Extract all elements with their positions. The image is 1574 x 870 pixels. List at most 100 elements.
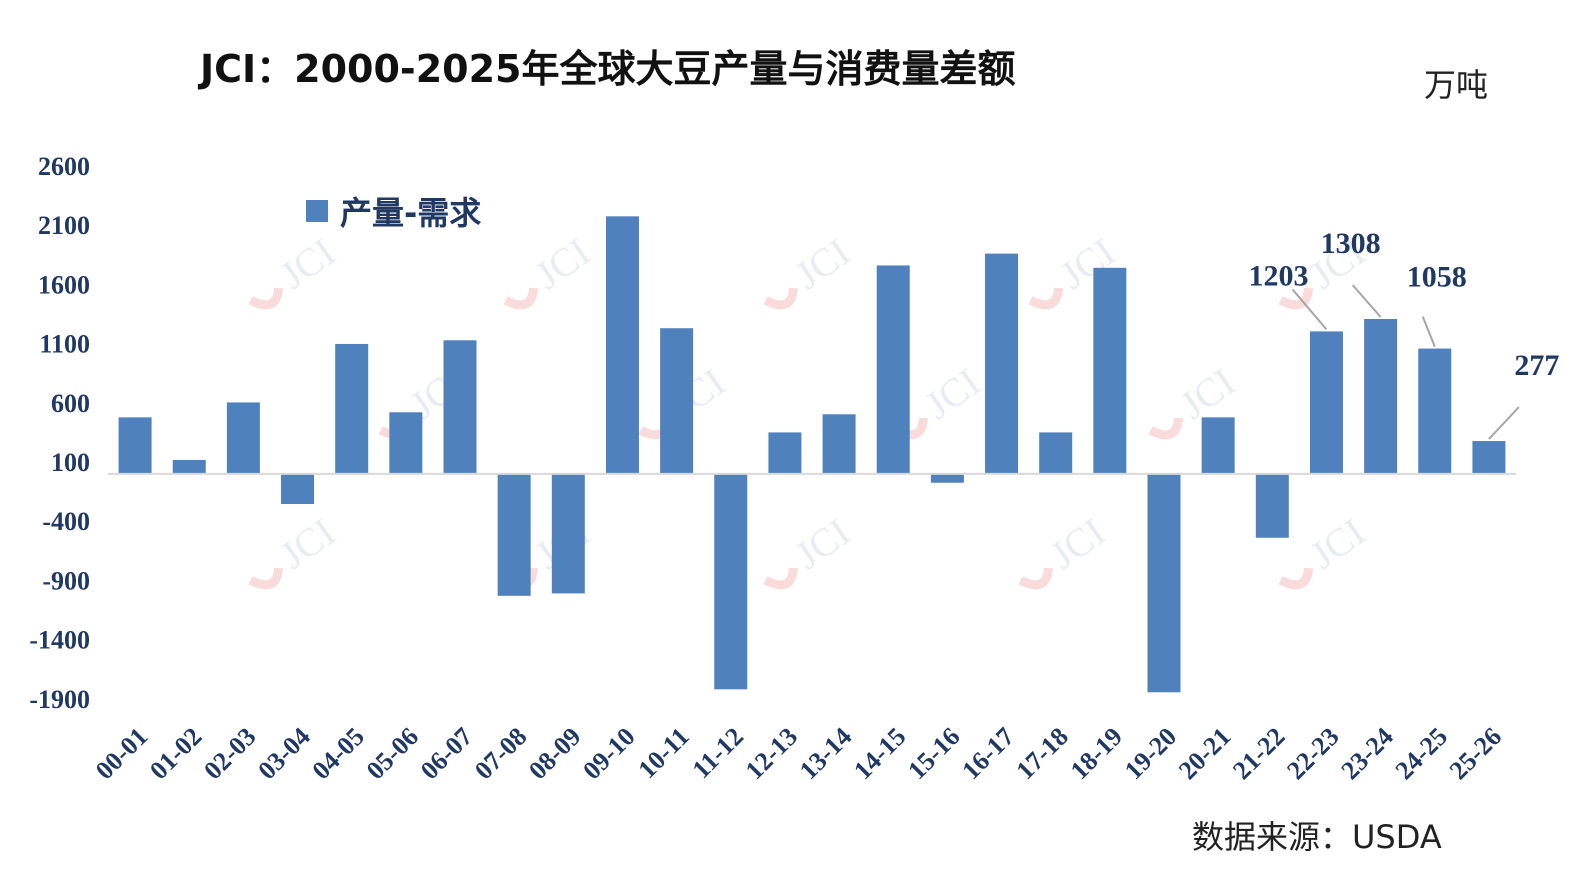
x-tick-label: 03-04 [252,722,315,785]
bar [1093,267,1127,474]
x-tick-label: 13-14 [794,722,857,785]
y-tick-label: -1400 [29,626,90,655]
x-tick-label: 25-26 [1444,722,1507,785]
watermark-logo-mark [1018,567,1054,590]
data-label: 277 [1514,349,1559,382]
x-tick-label: 20-21 [1173,722,1236,785]
x-tick-label: 18-19 [1065,722,1128,785]
bar [226,402,260,474]
bar [1418,348,1452,474]
x-tick-label: 08-09 [523,722,586,785]
bar [1255,473,1289,538]
watermark-text: JCI [272,509,343,578]
watermark-logo-mark [1278,567,1314,590]
bar [714,473,748,690]
watermark-logo-mark [248,287,284,310]
x-tick-label: 17-18 [1011,722,1074,785]
watermark-logo-mark [763,287,799,310]
bar [605,216,639,474]
bar [1309,331,1343,474]
y-tick-label: 2100 [38,211,90,240]
legend: 产量-需求 [306,188,481,234]
x-tick-label: 00-01 [90,722,153,785]
y-tick-label: -900 [42,566,90,595]
watermark-text: JCI [527,229,598,298]
bar [985,253,1019,474]
watermark-text: JCI [1302,509,1373,578]
data-label: 1203 [1248,259,1308,292]
legend-swatch [306,200,328,222]
data-label-leader-line [1351,284,1382,318]
watermark-text: JCI [917,359,988,428]
watermark-logo-mark [763,567,799,590]
data-label-leader-line [1421,316,1436,347]
x-tick-label: 01-02 [144,722,207,785]
bar [768,432,802,474]
y-tick-label: 100 [51,448,90,477]
x-tick-label: 06-07 [415,722,478,785]
bar [389,412,423,474]
bar [118,417,152,474]
data-label: 1058 [1407,261,1467,294]
watermark-logo-mark [248,567,284,590]
y-tick-label: 1600 [38,270,90,299]
x-tick-label: 22-23 [1281,722,1344,785]
watermark: JCI [1018,509,1113,590]
bar [822,414,856,474]
x-tick-label: 14-15 [848,722,911,785]
x-tick-label: 10-11 [632,722,694,784]
bar [1472,441,1506,474]
source-note: 数据来源：USDA [1192,818,1442,856]
x-tick-label: 12-13 [740,722,803,785]
watermark-logo-mark [1028,287,1064,310]
watermark: JCI [763,509,858,590]
bar [1039,432,1073,474]
x-tick-label: 05-06 [361,722,424,785]
x-tick-label: 04-05 [307,722,370,785]
x-tick-label: 23-24 [1335,722,1398,785]
x-tick-label: 02-03 [198,722,261,785]
x-tick-label: 09-10 [577,722,640,785]
watermark-text: JCI [787,509,858,578]
y-tick-label: -400 [42,507,90,536]
watermark-text: JCI [1042,509,1113,578]
chart-title: JCI：2000-2025年全球大豆产量与消费量差额 [200,47,1016,91]
watermark: JCI [503,229,598,310]
y-tick-label: 1100 [39,330,90,359]
x-tick-label: 11-12 [687,722,749,784]
watermark-logo-mark [1148,417,1184,440]
watermark-logo-mark [1278,287,1314,310]
x-tick-label: 24-25 [1390,722,1453,785]
watermark-logo-mark [503,287,539,310]
data-label: 1308 [1321,227,1381,260]
bar [1364,318,1398,474]
bar [281,473,315,505]
bar [660,328,694,474]
legend-label: 产量-需求 [340,194,482,232]
x-tick-label: 15-16 [902,722,965,785]
data-label-leader-line [1488,406,1520,440]
data-label-leader-line [1291,288,1328,331]
bar [876,265,910,474]
unit-label: 万吨 [1424,66,1489,104]
bar [551,473,585,594]
bar [443,340,477,474]
bar [1201,417,1235,474]
x-tick-label: 16-17 [956,722,1019,785]
watermark-text: JCI [787,229,858,298]
bar [172,459,206,474]
y-tick-label: 2600 [38,152,90,181]
y-tick-label: -1900 [29,685,90,714]
bar [1147,473,1181,693]
watermark: JCI [763,229,858,310]
y-tick-label: 600 [51,389,90,418]
x-tick-label: 21-22 [1227,722,1290,785]
watermark: JCI [248,509,343,590]
x-tick-label: 07-08 [469,722,532,785]
bar [930,473,964,483]
bar [335,343,369,474]
watermark-text: JCI [272,229,343,298]
x-tick-label: 19-20 [1119,722,1182,785]
